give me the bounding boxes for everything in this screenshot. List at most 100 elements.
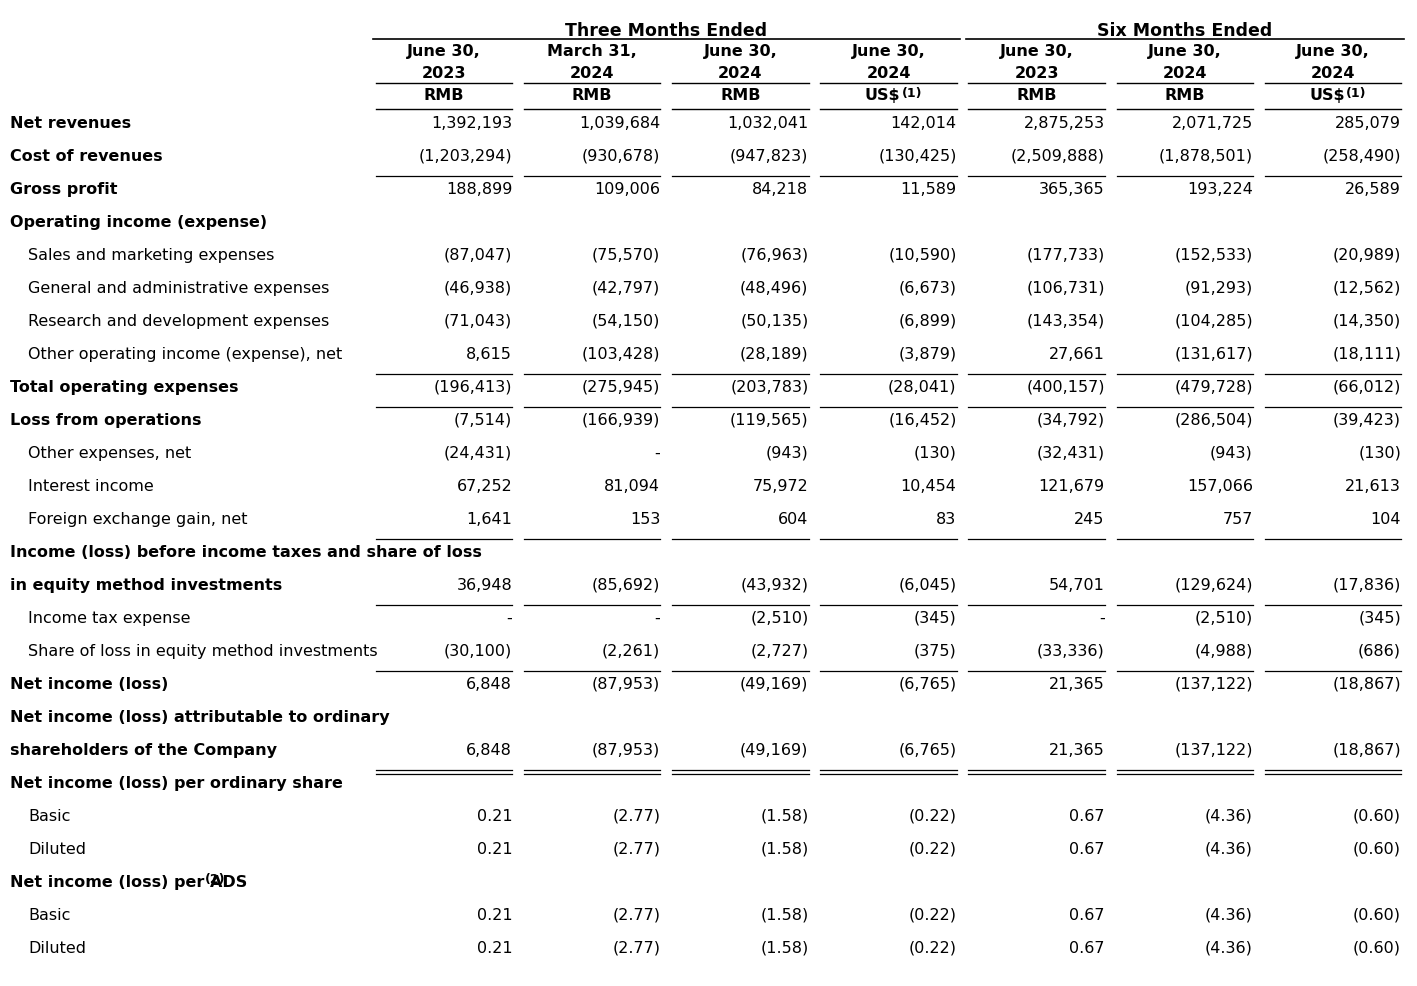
Text: (42,797): (42,797) — [592, 281, 660, 296]
Text: (103,428): (103,428) — [582, 347, 660, 362]
Text: (6,765): (6,765) — [898, 742, 956, 757]
Text: (947,823): (947,823) — [730, 149, 809, 164]
Text: June 30,: June 30, — [407, 44, 480, 59]
Text: March 31,: March 31, — [547, 44, 638, 59]
Text: Basic: Basic — [28, 809, 71, 823]
Text: (71,043): (71,043) — [444, 314, 512, 328]
Text: (152,533): (152,533) — [1175, 247, 1253, 262]
Text: (39,423): (39,423) — [1333, 412, 1401, 428]
Text: 2024: 2024 — [1162, 66, 1207, 81]
Text: Diluted: Diluted — [28, 841, 86, 856]
Text: (0.60): (0.60) — [1353, 940, 1401, 955]
Text: 2024: 2024 — [1311, 66, 1355, 81]
Text: Net income (loss): Net income (loss) — [10, 676, 169, 691]
Text: Foreign exchange gain, net: Foreign exchange gain, net — [28, 512, 248, 527]
Text: 109,006: 109,006 — [594, 181, 660, 197]
Text: 1,039,684: 1,039,684 — [580, 116, 660, 131]
Text: (143,354): (143,354) — [1026, 314, 1105, 328]
Text: (1.58): (1.58) — [760, 809, 809, 823]
Text: (203,783): (203,783) — [730, 380, 809, 394]
Text: (12,562): (12,562) — [1332, 281, 1401, 296]
Text: (1): (1) — [901, 87, 922, 100]
Text: Other expenses, net: Other expenses, net — [28, 446, 191, 460]
Text: 0.67: 0.67 — [1070, 841, 1105, 856]
Text: 2023: 2023 — [1015, 66, 1058, 81]
Text: 2,875,253: 2,875,253 — [1023, 116, 1105, 131]
Text: 2024: 2024 — [718, 66, 762, 81]
Text: (686): (686) — [1357, 643, 1401, 659]
Text: 36,948: 36,948 — [456, 578, 512, 593]
Text: (6,673): (6,673) — [898, 281, 956, 296]
Text: (7,514): (7,514) — [453, 412, 512, 428]
Text: 26,589: 26,589 — [1345, 181, 1401, 197]
Text: (33,336): (33,336) — [1037, 643, 1105, 659]
Text: 2024: 2024 — [570, 66, 615, 81]
Text: (50,135): (50,135) — [740, 314, 809, 328]
Text: 27,661: 27,661 — [1049, 347, 1105, 362]
Text: (0.22): (0.22) — [908, 841, 956, 856]
Text: (943): (943) — [1210, 446, 1253, 460]
Text: Loss from operations: Loss from operations — [10, 412, 201, 428]
Text: Net income (loss) per ADS: Net income (loss) per ADS — [10, 875, 247, 889]
Text: (4.36): (4.36) — [1204, 841, 1253, 856]
Text: (18,111): (18,111) — [1332, 347, 1401, 362]
Text: (930,678): (930,678) — [582, 149, 660, 164]
Text: (87,953): (87,953) — [592, 742, 660, 757]
Text: (137,122): (137,122) — [1175, 742, 1253, 757]
Text: (104,285): (104,285) — [1175, 314, 1253, 328]
Text: 0.21: 0.21 — [476, 940, 512, 955]
Text: 6,848: 6,848 — [466, 742, 512, 757]
Text: (49,169): (49,169) — [740, 742, 809, 757]
Text: (177,733): (177,733) — [1026, 247, 1105, 262]
Text: 21,365: 21,365 — [1049, 676, 1105, 691]
Text: Income (loss) before income taxes and share of loss: Income (loss) before income taxes and sh… — [10, 544, 482, 559]
Text: (0.22): (0.22) — [908, 907, 956, 922]
Text: (85,692): (85,692) — [592, 578, 660, 593]
Text: (1): (1) — [1346, 87, 1366, 100]
Text: (1.58): (1.58) — [760, 907, 809, 922]
Text: (91,293): (91,293) — [1185, 281, 1253, 296]
Text: Sales and marketing expenses: Sales and marketing expenses — [28, 247, 275, 262]
Text: Other operating income (expense), net: Other operating income (expense), net — [28, 347, 343, 362]
Text: (4.36): (4.36) — [1204, 940, 1253, 955]
Text: (66,012): (66,012) — [1332, 380, 1401, 394]
Text: 6,848: 6,848 — [466, 676, 512, 691]
Text: (196,413): (196,413) — [434, 380, 512, 394]
Text: (119,565): (119,565) — [730, 412, 809, 428]
Text: 142,014: 142,014 — [890, 116, 956, 131]
Text: Income tax expense: Income tax expense — [28, 610, 190, 625]
Text: (30,100): (30,100) — [444, 643, 512, 659]
Text: Diluted: Diluted — [28, 940, 86, 955]
Text: (2.77): (2.77) — [612, 940, 660, 955]
Text: 153: 153 — [631, 512, 660, 527]
Text: (2.77): (2.77) — [612, 907, 660, 922]
Text: (2.77): (2.77) — [612, 841, 660, 856]
Text: 2024: 2024 — [866, 66, 911, 81]
Text: (14,350): (14,350) — [1333, 314, 1401, 328]
Text: 0.21: 0.21 — [476, 809, 512, 823]
Text: Operating income (expense): Operating income (expense) — [10, 215, 268, 230]
Text: (286,504): (286,504) — [1175, 412, 1253, 428]
Text: 2,071,725: 2,071,725 — [1172, 116, 1253, 131]
Text: (87,047): (87,047) — [444, 247, 512, 262]
Text: 21,365: 21,365 — [1049, 742, 1105, 757]
Text: (479,728): (479,728) — [1175, 380, 1253, 394]
Text: (166,939): (166,939) — [582, 412, 660, 428]
Text: Total operating expenses: Total operating expenses — [10, 380, 238, 394]
Text: Research and development expenses: Research and development expenses — [28, 314, 329, 328]
Text: US$: US$ — [864, 88, 900, 103]
Text: (24,431): (24,431) — [444, 446, 512, 460]
Text: RMB: RMB — [1165, 88, 1204, 103]
Text: (2): (2) — [205, 872, 225, 885]
Text: (345): (345) — [914, 610, 956, 625]
Text: (2,510): (2,510) — [1195, 610, 1253, 625]
Text: 0.67: 0.67 — [1070, 907, 1105, 922]
Text: 54,701: 54,701 — [1049, 578, 1105, 593]
Text: (6,765): (6,765) — [898, 676, 956, 691]
Text: (6,045): (6,045) — [898, 578, 956, 593]
Text: (1,878,501): (1,878,501) — [1159, 149, 1253, 164]
Text: Gross profit: Gross profit — [10, 181, 118, 197]
Text: (4.36): (4.36) — [1204, 809, 1253, 823]
Text: (76,963): (76,963) — [740, 247, 809, 262]
Text: 10,454: 10,454 — [901, 478, 956, 494]
